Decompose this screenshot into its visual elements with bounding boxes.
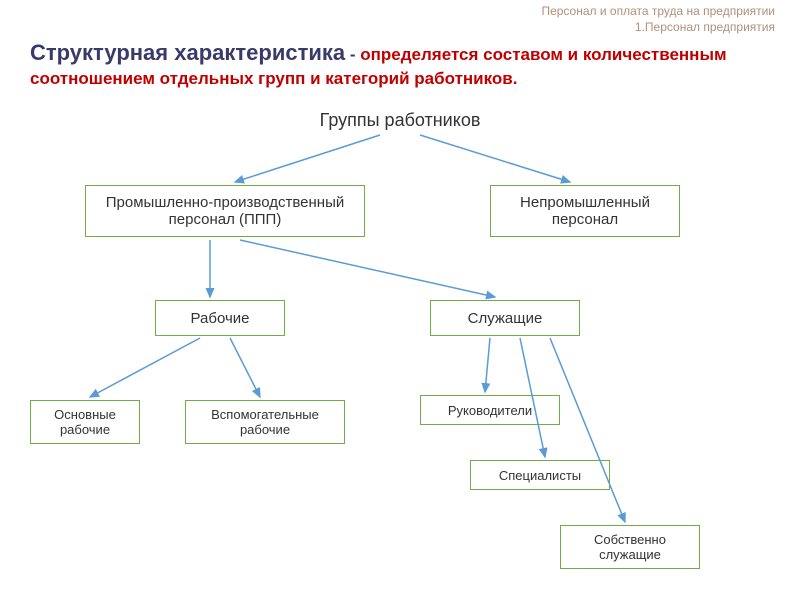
- slide-title: Структурная характеристика - определяетс…: [30, 38, 770, 91]
- node-workers: Рабочие: [155, 300, 285, 336]
- node-specialists: Специалисты: [470, 460, 610, 490]
- slide-header: Персонал и оплата труда на предприятии 1…: [541, 4, 775, 35]
- node-nonindustrial: Непромышленный персонал: [490, 185, 680, 237]
- root-label: Группы работников: [290, 110, 510, 131]
- title-main: Структурная характеристика: [30, 40, 345, 65]
- header-line1: Персонал и оплата труда на предприятии: [541, 4, 775, 20]
- header-line2: 1.Персонал предприятия: [541, 20, 775, 36]
- node-own-employees: Собственно служащие: [560, 525, 700, 569]
- title-dash: -: [345, 45, 360, 64]
- node-employees: Служащие: [430, 300, 580, 336]
- node-managers: Руководители: [420, 395, 560, 425]
- node-main-workers: Основные рабочие: [30, 400, 140, 444]
- node-ppp: Промышленно-производственный персонал (П…: [85, 185, 365, 237]
- node-aux-workers: Вспомогательные рабочие: [185, 400, 345, 444]
